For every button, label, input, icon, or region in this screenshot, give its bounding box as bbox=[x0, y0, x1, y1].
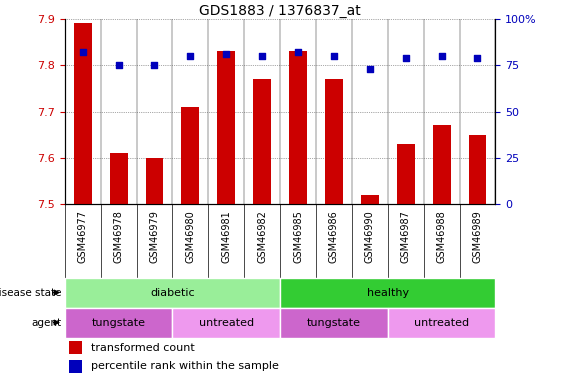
Bar bbox=[289, 51, 307, 204]
Point bbox=[222, 51, 231, 57]
Text: healthy: healthy bbox=[367, 288, 409, 297]
Text: GSM46978: GSM46978 bbox=[114, 210, 124, 263]
Text: percentile rank within the sample: percentile rank within the sample bbox=[91, 362, 279, 371]
Bar bbox=[397, 144, 415, 204]
Text: GSM46989: GSM46989 bbox=[472, 210, 482, 263]
Bar bbox=[69, 341, 82, 354]
Bar bbox=[280, 308, 388, 338]
Text: disease state: disease state bbox=[0, 288, 62, 297]
Text: untreated: untreated bbox=[199, 318, 254, 327]
Point bbox=[401, 55, 410, 61]
Point bbox=[293, 49, 302, 55]
Bar bbox=[468, 135, 486, 204]
Bar bbox=[65, 278, 280, 308]
Text: GSM46987: GSM46987 bbox=[401, 210, 411, 263]
Bar bbox=[181, 107, 199, 204]
Bar bbox=[145, 158, 163, 204]
Text: agent: agent bbox=[32, 318, 62, 327]
Point bbox=[437, 53, 446, 59]
Text: GSM46986: GSM46986 bbox=[329, 210, 339, 263]
Bar bbox=[65, 308, 172, 338]
Text: tungstate: tungstate bbox=[92, 318, 146, 327]
Point bbox=[114, 62, 123, 68]
Text: untreated: untreated bbox=[414, 318, 469, 327]
Text: transformed count: transformed count bbox=[91, 343, 194, 352]
Point bbox=[365, 66, 374, 72]
Text: GSM46985: GSM46985 bbox=[293, 210, 303, 263]
Text: GSM46980: GSM46980 bbox=[185, 210, 195, 263]
Text: GSM46988: GSM46988 bbox=[436, 210, 446, 263]
Bar bbox=[325, 79, 343, 204]
Text: GSM46981: GSM46981 bbox=[221, 210, 231, 263]
Text: GSM46982: GSM46982 bbox=[257, 210, 267, 263]
Text: GSM46990: GSM46990 bbox=[365, 210, 375, 263]
Text: GSM46979: GSM46979 bbox=[149, 210, 159, 263]
Point bbox=[473, 55, 482, 61]
Bar bbox=[253, 79, 271, 204]
Bar bbox=[172, 308, 280, 338]
Text: tungstate: tungstate bbox=[307, 318, 361, 327]
Point bbox=[150, 62, 159, 68]
Bar bbox=[361, 195, 379, 204]
Point bbox=[329, 53, 338, 59]
Title: GDS1883 / 1376837_at: GDS1883 / 1376837_at bbox=[199, 4, 361, 18]
Bar bbox=[217, 51, 235, 204]
Bar bbox=[69, 360, 82, 373]
Bar bbox=[388, 308, 495, 338]
Point bbox=[258, 53, 267, 59]
Point bbox=[78, 49, 87, 55]
Bar bbox=[432, 126, 450, 204]
Text: diabetic: diabetic bbox=[150, 288, 195, 297]
Bar bbox=[280, 278, 495, 308]
Bar bbox=[74, 23, 92, 204]
Bar bbox=[110, 153, 128, 204]
Point bbox=[186, 53, 195, 59]
Text: GSM46977: GSM46977 bbox=[78, 210, 88, 263]
